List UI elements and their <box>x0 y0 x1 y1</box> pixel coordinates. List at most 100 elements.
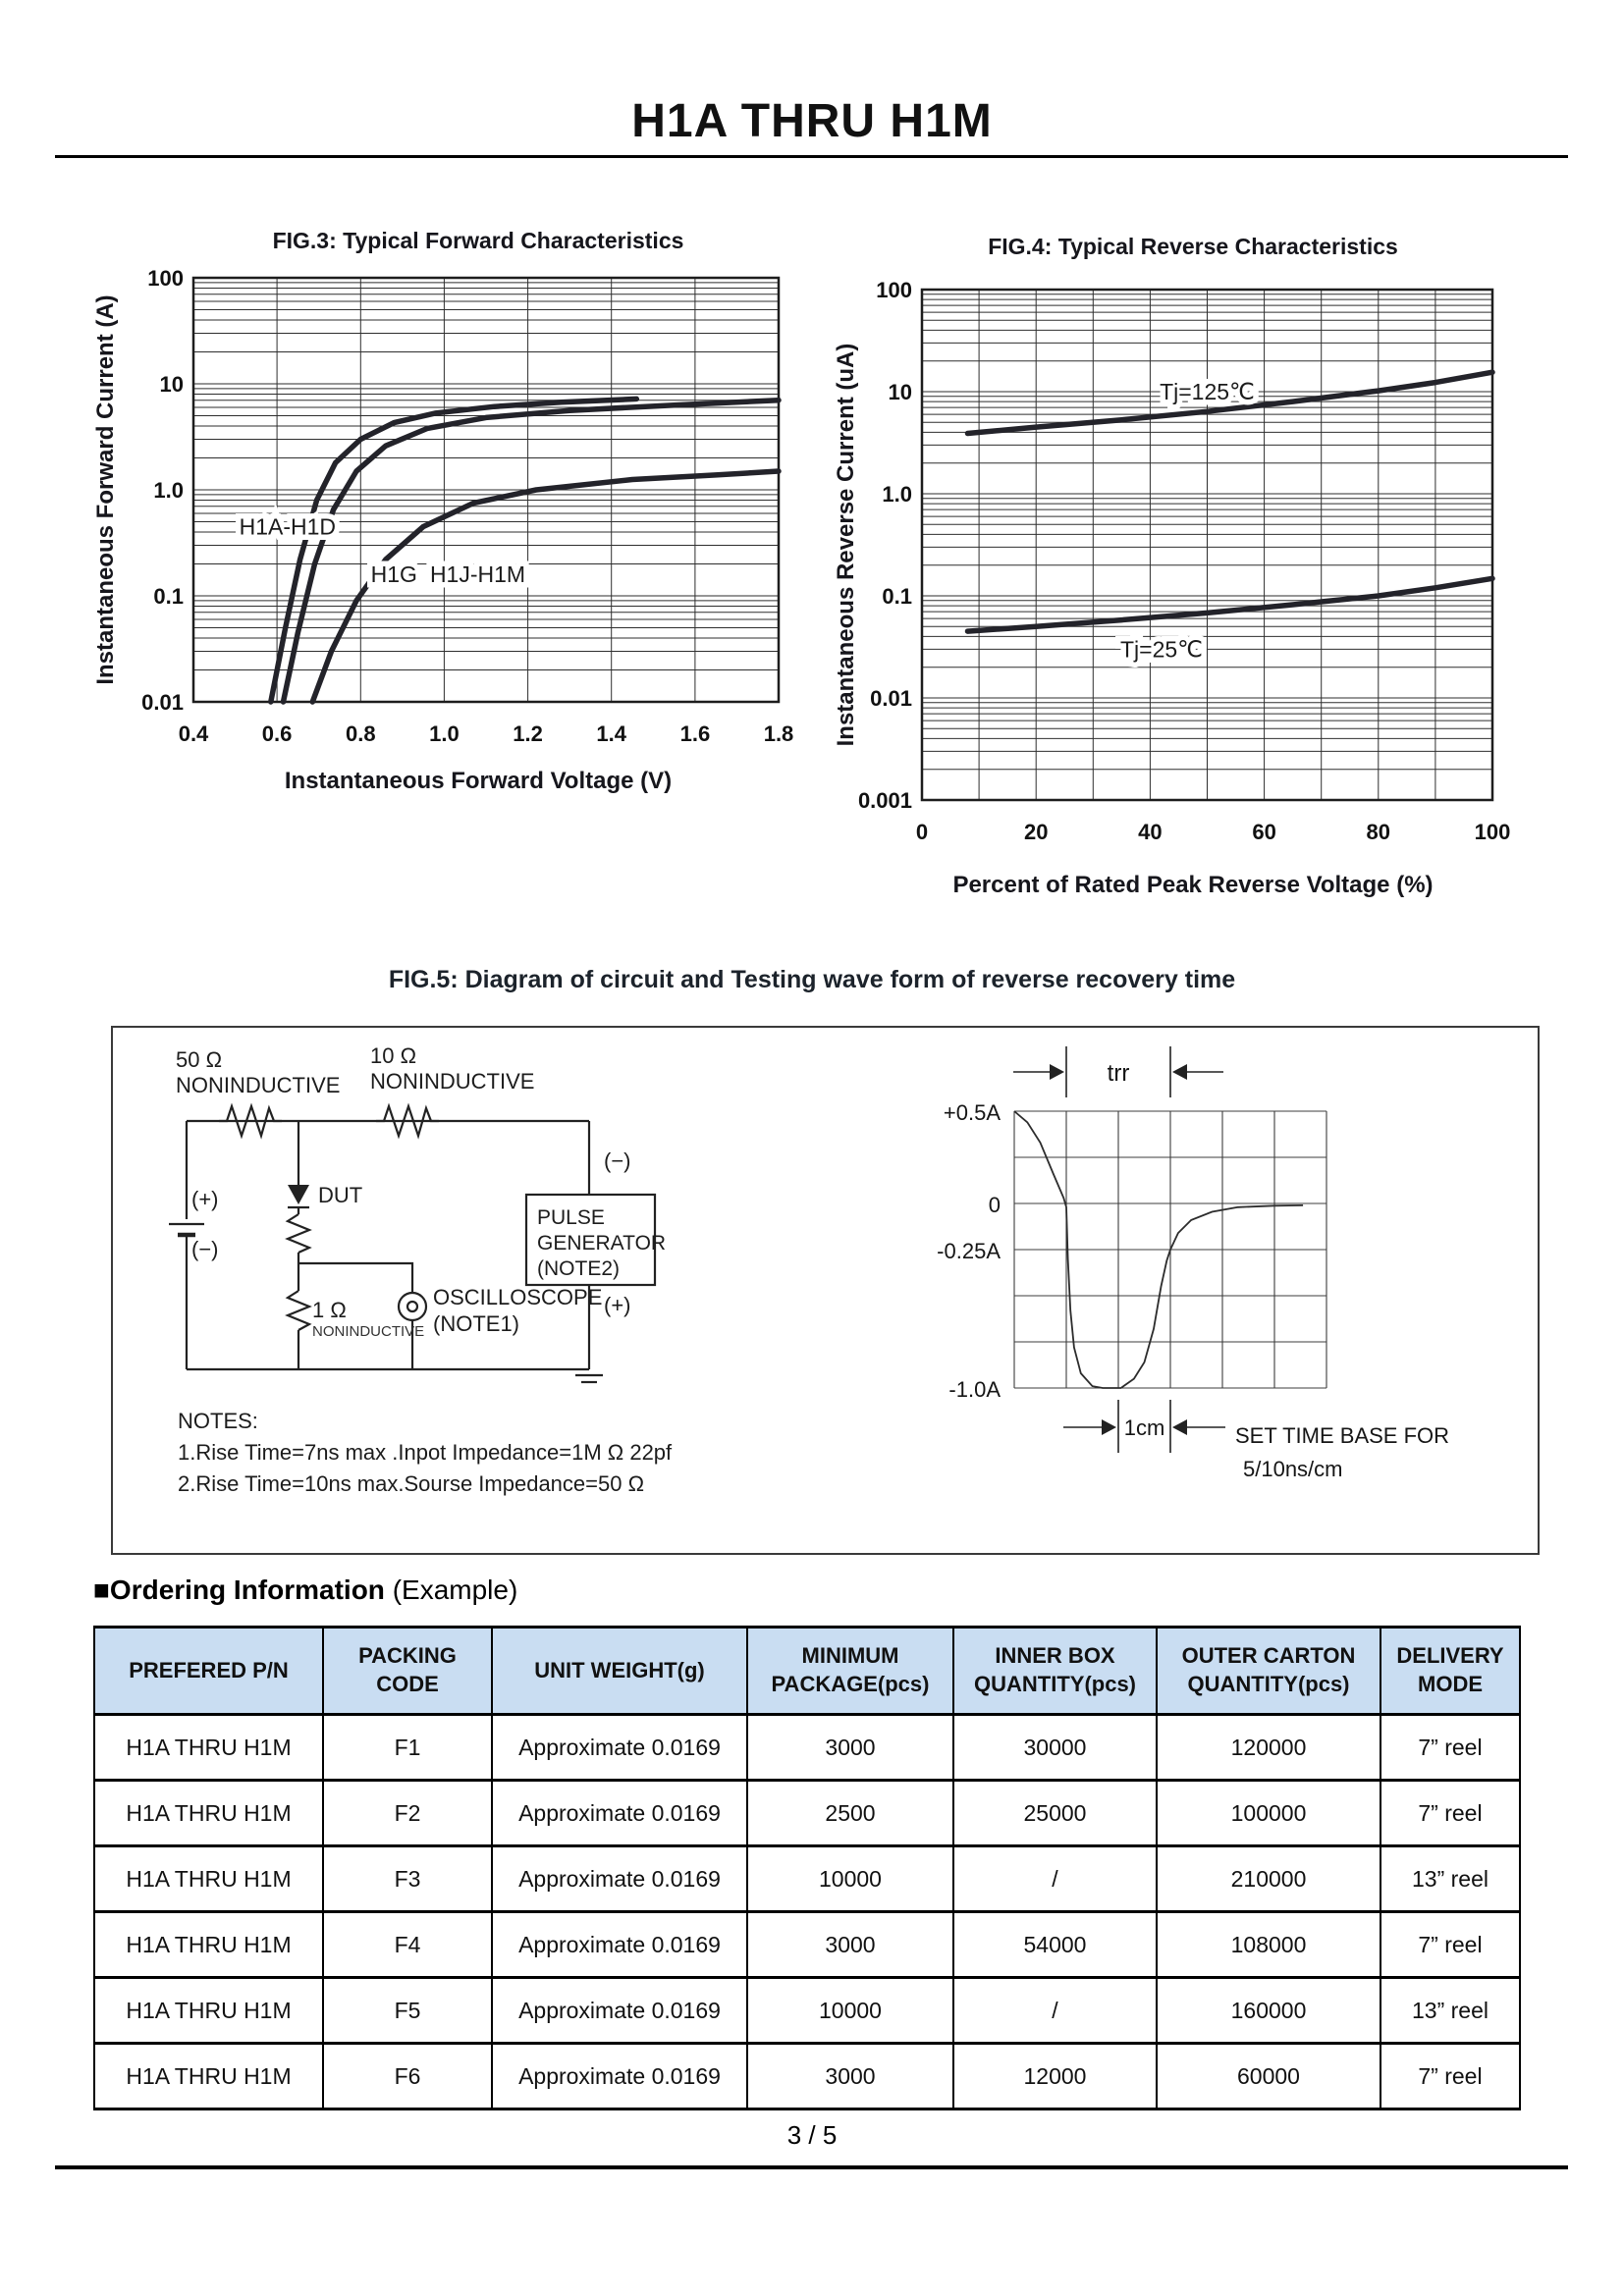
resistor-50-sublabel: NONINDUCTIVE <box>176 1073 340 1097</box>
cell-min-package: 3000 <box>746 1713 954 1782</box>
x-tick-label: 0.6 <box>262 721 293 746</box>
resistor-50ohm <box>219 1102 282 1140</box>
ordering-heading-example: (Example) <box>384 1575 518 1605</box>
table-row: H1A THRU H1M F3 Approximate 0.0169 10000/21… <box>93 1844 1521 1913</box>
col-header-unit-weight: UNIT WEIGHT(g) <box>491 1626 748 1716</box>
notes-title: NOTES: <box>178 1409 258 1433</box>
table-row: H1A THRU H1M F4 Approximate 0.0169 3000 5400… <box>93 1910 1521 1979</box>
cell-weight: Approximate 0.0169 <box>491 1976 748 2045</box>
oscilloscope-wire <box>298 1261 414 1293</box>
y-tick-label: 100 <box>876 278 912 302</box>
cell-min-package: 3000 <box>746 1910 954 1979</box>
generator-minus-label: (−) <box>604 1148 631 1173</box>
header-row: PREFERED P/N PACKING CODE UNIT WEIGHT(g) … <box>93 1626 1521 1716</box>
cell-outer-carton: 120000 <box>1156 1713 1381 1782</box>
curve-H1G <box>280 397 782 705</box>
cell-delivery: 7” reel <box>1380 2042 1521 2110</box>
cell-min-package: 10000 <box>746 1844 954 1913</box>
wave-y-label: 0 <box>989 1193 1001 1217</box>
x-tick-label: 20 <box>1024 820 1048 844</box>
ordering-heading: ■Ordering Information (Example) <box>93 1575 517 1606</box>
note-1: 1.Rise Time=7ns max .Inpot Impedance=1M … <box>178 1440 673 1465</box>
table-row: H1A THRU H1M F6 Approximate 0.0169 3000 1200… <box>93 2042 1521 2110</box>
battery-minus-label: (−) <box>191 1237 219 1261</box>
footer-page-number: 3 / 5 <box>786 2120 838 2150</box>
y-tick-label: 1.0 <box>153 478 184 503</box>
resistor-1-sublabel: NONINDUCTIVE <box>312 1323 424 1340</box>
cell-outer-carton: 108000 <box>1156 1910 1381 1979</box>
cell-min-package: 3000 <box>746 2042 954 2110</box>
pulse-generator-label-1: PULSE <box>537 1206 605 1229</box>
cell-outer-carton: 60000 <box>1156 2042 1381 2110</box>
cell-code: F3 <box>322 1844 493 1913</box>
x-tick-label: 1.8 <box>764 721 794 746</box>
note-2: 2.Rise Time=10ns max.Sourse Impedance=50… <box>178 1471 644 1496</box>
pulse-generator-label-2: GENERATOR <box>537 1232 666 1255</box>
col-header-prefered-pn: PREFERED P/N <box>93 1626 324 1716</box>
cell-delivery: 7” reel <box>1380 1713 1521 1782</box>
resistor-1ohm <box>285 1290 312 1331</box>
battery-plus-label: (+) <box>191 1187 219 1211</box>
generator-plus-label: (+) <box>604 1293 631 1317</box>
x-tick-label: 40 <box>1138 820 1162 844</box>
wave-y-label: -1.0A <box>948 1377 1001 1402</box>
plot-frame <box>920 288 1494 802</box>
cell-outer-carton: 160000 <box>1156 1976 1381 2045</box>
header-rule <box>55 155 1568 158</box>
x-tick-label: 0.4 <box>179 721 209 746</box>
cell-inner-box: 54000 <box>952 1910 1158 1979</box>
curve-H1A-H1D <box>268 396 640 705</box>
cell-pn: H1A THRU H1M <box>93 1713 324 1782</box>
timebase-note-line1: SET TIME BASE FOR <box>1235 1423 1449 1448</box>
arrowhead-icon <box>1172 1419 1187 1435</box>
ordering-heading-main: ■Ordering Information <box>93 1575 385 1605</box>
col-header-delivery-mode: DELIVERY MODE <box>1380 1626 1521 1716</box>
resistor-10-sublabel: NONINDUCTIVE <box>370 1069 534 1094</box>
arrowhead-icon <box>1172 1064 1187 1080</box>
circuit-diagram: 50 Ω NONINDUCTIVE 10 Ω NONINDUCTIVE DUT … <box>169 1043 673 1496</box>
x-tick-label: 1.2 <box>513 721 543 746</box>
ordering-table: PREFERED P/N PACKING CODE UNIT WEIGHT(g) … <box>93 1626 1521 2110</box>
cell-pn: H1A THRU H1M <box>93 1779 324 1847</box>
cell-delivery: 7” reel <box>1380 1779 1521 1847</box>
x-tick-label: 1.6 <box>680 721 711 746</box>
fig4-title: FIG.4: Typical Reverse Characteristics <box>988 234 1398 259</box>
cell-outer-carton: 210000 <box>1156 1844 1381 1913</box>
resistor-series <box>285 1213 312 1255</box>
col-header-packing-code: PACKING CODE <box>322 1626 493 1716</box>
dut-diode-icon <box>288 1185 309 1204</box>
arrowhead-icon <box>1102 1419 1116 1435</box>
cell-pn: H1A THRU H1M <box>93 1910 324 1979</box>
cell-pn: H1A THRU H1M <box>93 2042 324 2110</box>
col-header-minimum-package: MINIMUM PACKAGE(pcs) <box>746 1626 954 1716</box>
pulse-generator-label-3: (NOTE2) <box>537 1257 620 1280</box>
y-tick-label: 10 <box>160 372 184 397</box>
y-tick-label: 10 <box>889 380 912 404</box>
cell-delivery: 13” reel <box>1380 1976 1521 2045</box>
x-tick-label: 1.4 <box>596 721 626 746</box>
fig4-x-axis-title: Percent of Rated Peak Reverse Voltage (%… <box>952 872 1434 898</box>
x-tick-label: 0.8 <box>346 721 376 746</box>
plot-frame <box>191 276 781 704</box>
curve-label: H1J-H1M <box>430 561 525 587</box>
cell-code: F5 <box>322 1976 493 2045</box>
cell-min-package: 2500 <box>746 1779 954 1847</box>
curve-label: H1G <box>371 561 417 587</box>
cell-weight: Approximate 0.0169 <box>491 1713 748 1782</box>
cell-inner-box: / <box>952 1844 1158 1913</box>
y-tick-label: 0.1 <box>882 584 912 609</box>
fig5-title: FIG.5: Diagram of circuit and Testing wa… <box>388 966 1236 993</box>
cell-weight: Approximate 0.0169 <box>491 2042 748 2110</box>
curve-Tj=25C <box>964 575 1495 634</box>
scale-label: 1cm <box>1124 1415 1165 1440</box>
trr-label: trr <box>1108 1060 1130 1087</box>
curve-H1J-H1M <box>309 468 782 705</box>
resistor-1-label: 1 Ω <box>312 1298 347 1322</box>
col-header-inner-box: INNER BOX QUANTITY(pcs) <box>952 1626 1158 1716</box>
wave-y-label: -0.25A <box>937 1239 1001 1263</box>
x-tick-label: 100 <box>1475 820 1511 844</box>
cell-inner-box: 25000 <box>952 1779 1158 1847</box>
table-row: H1A THRU H1M F1 Approximate 0.0169 3000 3000… <box>93 1713 1521 1782</box>
